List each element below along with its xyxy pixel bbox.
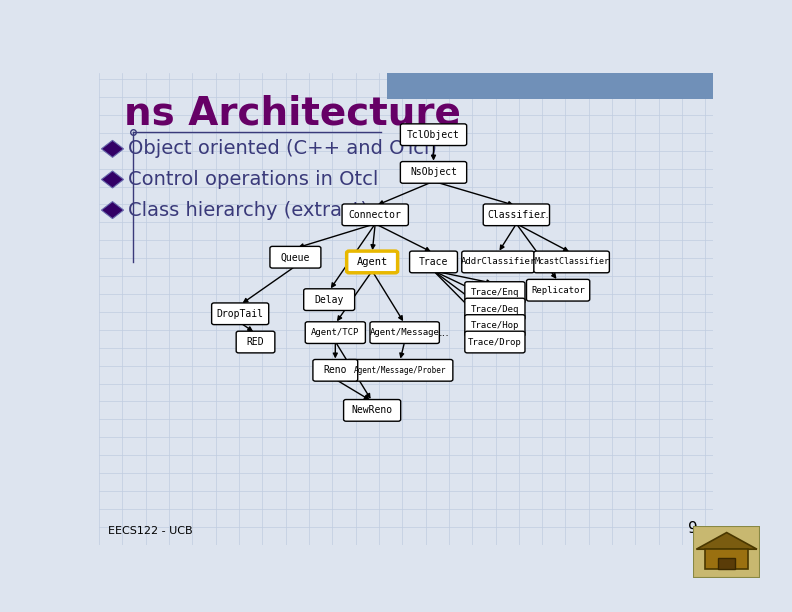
Text: Agent/Message: Agent/Message — [370, 328, 440, 337]
Text: Object oriented (C++ and OTcl): Object oriented (C++ and OTcl) — [128, 140, 437, 159]
FancyBboxPatch shape — [465, 315, 525, 337]
FancyBboxPatch shape — [527, 279, 590, 301]
Text: Reno: Reno — [324, 365, 347, 375]
FancyBboxPatch shape — [211, 303, 268, 324]
FancyBboxPatch shape — [303, 289, 355, 310]
FancyBboxPatch shape — [313, 359, 358, 381]
Polygon shape — [101, 171, 124, 188]
Text: ...: ... — [439, 327, 449, 338]
FancyBboxPatch shape — [534, 251, 609, 273]
Text: ...: ... — [539, 210, 550, 220]
FancyBboxPatch shape — [693, 526, 760, 578]
Text: Agent/Message/Prober: Agent/Message/Prober — [353, 366, 446, 375]
FancyBboxPatch shape — [705, 549, 748, 569]
Text: AddrClassifier: AddrClassifier — [460, 258, 535, 266]
FancyBboxPatch shape — [387, 73, 713, 99]
Text: Trace/Hop: Trace/Hop — [470, 321, 519, 330]
FancyBboxPatch shape — [401, 162, 466, 183]
Text: NewReno: NewReno — [352, 405, 393, 416]
Polygon shape — [101, 140, 124, 157]
Text: Queue: Queue — [280, 252, 310, 262]
Text: Agent: Agent — [356, 257, 388, 267]
Text: Classifier: Classifier — [487, 210, 546, 220]
Text: EECS122 - UCB: EECS122 - UCB — [109, 526, 192, 536]
FancyBboxPatch shape — [370, 322, 440, 343]
FancyBboxPatch shape — [465, 331, 525, 353]
FancyBboxPatch shape — [305, 322, 365, 343]
Text: Control operations in Otcl: Control operations in Otcl — [128, 170, 379, 189]
Text: Trace: Trace — [419, 257, 448, 267]
FancyBboxPatch shape — [409, 251, 458, 273]
FancyBboxPatch shape — [347, 359, 453, 381]
FancyBboxPatch shape — [342, 204, 409, 226]
Text: Agent/TCP: Agent/TCP — [311, 328, 360, 337]
Text: RED: RED — [246, 337, 265, 347]
Text: Delay: Delay — [314, 294, 344, 305]
Text: Trace/Drop: Trace/Drop — [468, 338, 522, 346]
Text: Replicator: Replicator — [531, 286, 585, 295]
Polygon shape — [696, 532, 757, 549]
FancyBboxPatch shape — [344, 400, 401, 421]
Text: Trace/Enq: Trace/Enq — [470, 288, 519, 297]
Text: 9: 9 — [687, 521, 698, 536]
Polygon shape — [101, 201, 124, 218]
FancyBboxPatch shape — [465, 298, 525, 320]
Text: DropTail: DropTail — [217, 309, 264, 319]
Text: McastClassifier: McastClassifier — [534, 258, 609, 266]
Text: Connector: Connector — [348, 210, 402, 220]
FancyBboxPatch shape — [462, 251, 534, 273]
Text: Class hierarchy (extract):: Class hierarchy (extract): — [128, 201, 375, 220]
FancyBboxPatch shape — [347, 251, 398, 273]
FancyBboxPatch shape — [465, 282, 525, 304]
FancyBboxPatch shape — [401, 124, 466, 146]
Text: ns Architecture: ns Architecture — [124, 95, 460, 133]
FancyBboxPatch shape — [483, 204, 550, 226]
FancyBboxPatch shape — [236, 331, 275, 353]
Text: Trace/Deq: Trace/Deq — [470, 305, 519, 313]
FancyBboxPatch shape — [718, 558, 736, 569]
FancyBboxPatch shape — [270, 247, 321, 268]
Text: NsObject: NsObject — [410, 168, 457, 177]
Text: TclObject: TclObject — [407, 130, 460, 140]
